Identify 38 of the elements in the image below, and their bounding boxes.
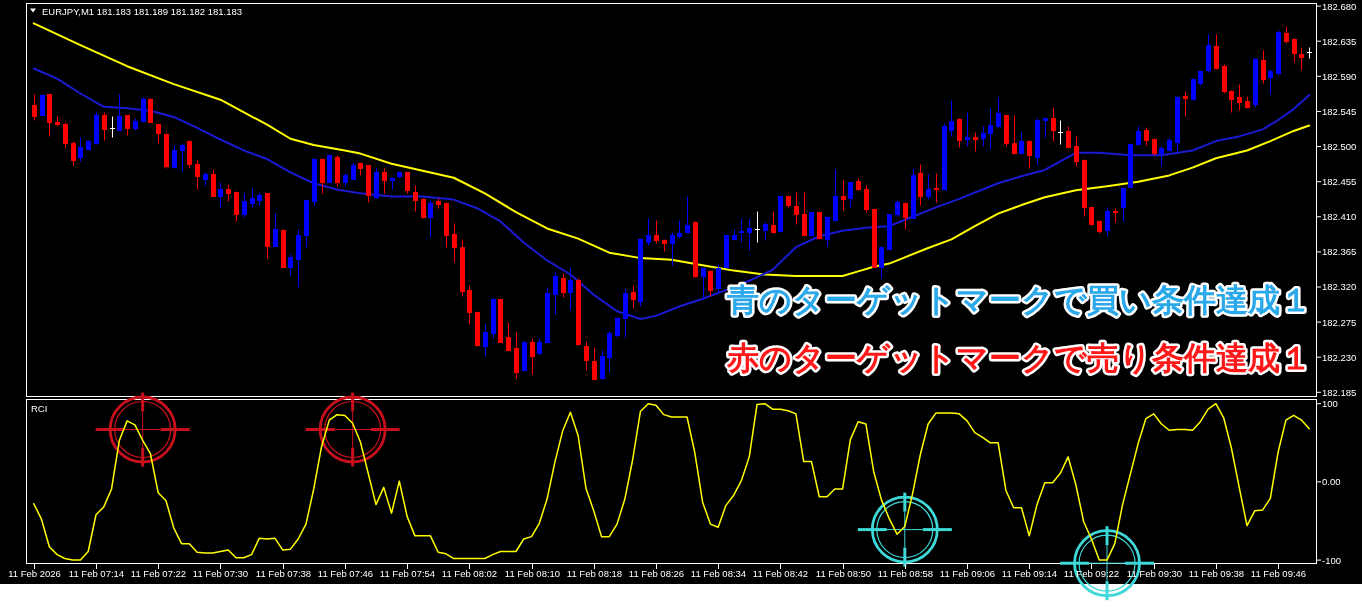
y-tick-label: 182.365 [1322,246,1357,258]
y-tick-label: 182.455 [1322,176,1357,188]
y-tick-label: 182.500 [1322,141,1357,153]
y-tick-label: 182.230 [1322,351,1357,363]
annotation: 赤のターゲットマークで売り条件達成１ [727,339,1312,377]
x-tick-label: 11 Feb 09:14 [1001,568,1058,579]
x-tick-label: 11 Feb 07:46 [317,568,374,579]
x-tick-label: 11 Feb 08:58 [877,568,934,579]
x-tick-label: 11 Feb 08:42 [752,568,809,579]
x-tick-label: 11 Feb 07:54 [379,568,436,579]
x-tick-label: 11 Feb 07:14 [68,568,125,579]
x-tick-label: 11 Feb 09:06 [939,568,996,579]
y-tick-label: 182.275 [1322,316,1357,328]
x-tick-label: 11 Feb 08:10 [504,568,561,579]
x-tick-label: 11 Feb 2026 [8,568,61,579]
x-tick-label: 11 Feb 08:02 [441,568,498,579]
y-tick-label: 182.185 [1322,386,1357,398]
x-tick-label: 11 Feb 08:50 [815,568,872,579]
x-tick-label: 11 Feb 07:22 [130,568,187,579]
x-tick-label: 11 Feb 09:46 [1250,568,1307,579]
y-tick-label: 100 [1322,398,1338,410]
title: RCI [31,402,48,414]
y-tick-label: 0.00 [1322,476,1341,488]
x-tick-label: 11 Feb 08:26 [628,568,685,579]
y-tick-label: -100 [1322,554,1341,566]
x-tick-label: 11 Feb 07:30 [192,568,249,579]
x-tick-label: 11 Feb 07:38 [255,568,312,579]
y-tick-label: 182.410 [1322,211,1357,223]
y-tick-label: 182.320 [1322,281,1357,293]
y-tick-label: 182.590 [1322,70,1357,82]
x-tick-label: 11 Feb 09:38 [1188,568,1245,579]
y-tick-label: 182.680 [1322,0,1357,12]
title: EURJPY,M1 181.183 181.189 181.182 181.183 [42,5,242,17]
y-tick-label: 182.545 [1322,105,1357,117]
y-tick-label: 182.635 [1322,35,1357,47]
annotation: 青のターゲットマークで買い条件達成１ [727,281,1312,319]
x-tick-label: 11 Feb 08:34 [690,568,747,579]
x-tick-label: 11 Feb 08:18 [566,568,623,579]
